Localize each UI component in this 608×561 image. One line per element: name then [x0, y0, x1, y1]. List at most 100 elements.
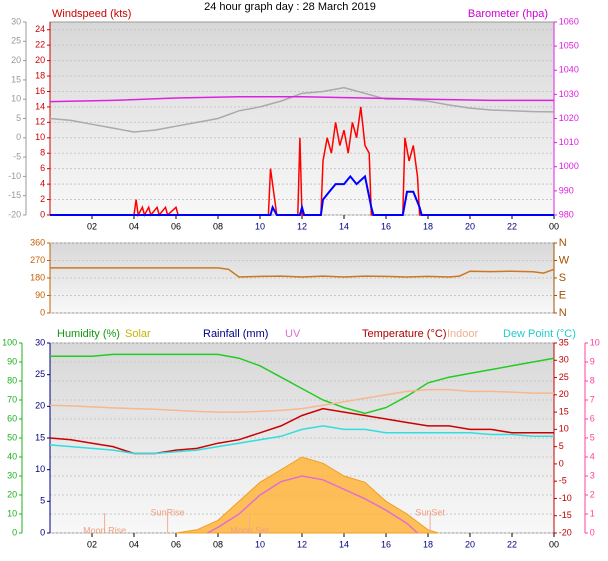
y-tick-label: 20 — [11, 55, 21, 65]
y-tick-label: 12 — [35, 117, 45, 127]
y-tick-label: 10 — [35, 464, 45, 474]
y-tick-label: 30 — [11, 16, 21, 26]
y-tick-label: 0 — [12, 527, 17, 537]
y-tick-label: 20 — [7, 489, 17, 499]
x-tick-label: 04 — [129, 221, 139, 231]
y-tick-label: 50 — [7, 432, 17, 442]
y-tick-label: 35 — [559, 337, 569, 347]
legend-label: Temperature (°C) — [362, 328, 446, 340]
line — [49, 86, 555, 133]
line — [49, 96, 554, 103]
line — [50, 353, 555, 415]
x-tick-label: 18 — [423, 221, 433, 231]
plot-background — [49, 21, 555, 216]
x-tick-label: 22 — [507, 221, 517, 231]
y-tick-label: 2 — [40, 194, 45, 204]
annotation: SunSet — [415, 507, 445, 517]
y-tick-label: -10 — [559, 493, 572, 503]
y-tick-label: 1 — [590, 508, 595, 518]
y-tick-label: 180 — [30, 272, 45, 282]
y-tick-label: S — [559, 272, 566, 284]
x-tick-label: 10 — [255, 221, 265, 231]
y-tick-label: N — [559, 237, 567, 249]
x-tick-label: 14 — [339, 539, 349, 549]
y-tick-label: 360 — [30, 237, 45, 247]
y-tick-label: 0 — [40, 527, 45, 537]
y-tick-label: W — [559, 254, 570, 266]
y-tick-label: 90 — [35, 290, 45, 300]
y-tick-label: 10 — [7, 508, 17, 518]
line — [50, 267, 555, 278]
y-tick-label: 30 — [35, 337, 45, 347]
x-tick-label: 16 — [381, 221, 391, 231]
y-tick-label: 24 — [35, 24, 45, 34]
y-tick-label: 1060 — [559, 16, 579, 26]
y-tick-label: 6 — [40, 163, 45, 173]
y-tick-label: 1000 — [559, 161, 579, 171]
legend-label: Dew Point (°C) — [503, 328, 576, 340]
x-tick-label: 06 — [171, 539, 181, 549]
x-tick-label: 16 — [381, 539, 391, 549]
x-tick-label: 08 — [213, 539, 223, 549]
y-tick-label: 25 — [35, 369, 45, 379]
legend-label: Indoor — [447, 328, 479, 340]
y-tick-label: 0 — [16, 132, 21, 142]
y-tick-label: 25 — [559, 372, 569, 382]
line — [207, 475, 419, 534]
y-tick-label: -5 — [559, 476, 567, 486]
y-tick-label: 20 — [35, 401, 45, 411]
axis-label: Rainfall (mm) — [203, 328, 268, 340]
legend-label: Humidity (%) — [57, 328, 120, 340]
legend-label: UV — [285, 328, 301, 340]
x-tick-label: 12 — [297, 539, 307, 549]
y-tick-label: 4 — [40, 178, 45, 188]
y-tick-label: 5 — [559, 441, 564, 451]
y-tick-label: 0 — [590, 527, 595, 537]
line — [49, 425, 554, 455]
y-tick-label: 5 — [16, 113, 21, 123]
y-tick-label: 10 — [35, 132, 45, 142]
x-tick-label: 14 — [339, 221, 349, 231]
x-tick-label: 10 — [255, 539, 265, 549]
y-tick-label: 18 — [35, 70, 45, 80]
y-tick-label: -5 — [13, 151, 21, 161]
x-tick-label: 04 — [129, 539, 139, 549]
y-tick-label: 5 — [40, 496, 45, 506]
x-tick-label: 02 — [87, 539, 97, 549]
y-tick-label: E — [559, 289, 566, 301]
y-tick-label: 20 — [559, 389, 569, 399]
y-tick-label: 22 — [35, 40, 45, 50]
y-tick-label: 60 — [7, 413, 17, 423]
y-tick-label: 15 — [559, 406, 569, 416]
y-tick-label: 1010 — [559, 137, 579, 147]
axis-label: Windspeed (kts) — [52, 8, 131, 20]
x-tick-label: 00 — [549, 221, 559, 231]
y-tick-label: 0 — [40, 307, 45, 317]
y-tick-label: 2 — [590, 489, 595, 499]
area — [175, 456, 439, 534]
annotation: Moon Set — [230, 525, 269, 535]
x-tick-label: 18 — [423, 539, 433, 549]
y-tick-label: -15 — [559, 510, 572, 520]
annotation: SunRise — [151, 507, 185, 517]
y-tick-label: 8 — [590, 375, 595, 385]
y-tick-label: 80 — [7, 375, 17, 385]
y-tick-label: 1020 — [559, 113, 579, 123]
y-tick-label: 3 — [590, 470, 595, 480]
y-tick-label: 8 — [40, 148, 45, 158]
y-tick-label: 7 — [590, 394, 595, 404]
x-tick-label: 22 — [507, 539, 517, 549]
y-tick-label: 0 — [559, 458, 564, 468]
y-tick-label: 16 — [35, 86, 45, 96]
y-tick-label: 10 — [590, 337, 600, 347]
y-tick-label: 980 — [559, 209, 574, 219]
y-tick-label: N — [559, 307, 567, 319]
y-tick-label: 6 — [590, 413, 595, 423]
line — [49, 388, 554, 413]
x-tick-label: 12 — [297, 221, 307, 231]
y-tick-label: 20 — [35, 55, 45, 65]
y-tick-label: 30 — [559, 355, 569, 365]
y-tick-label: 1040 — [559, 65, 579, 75]
